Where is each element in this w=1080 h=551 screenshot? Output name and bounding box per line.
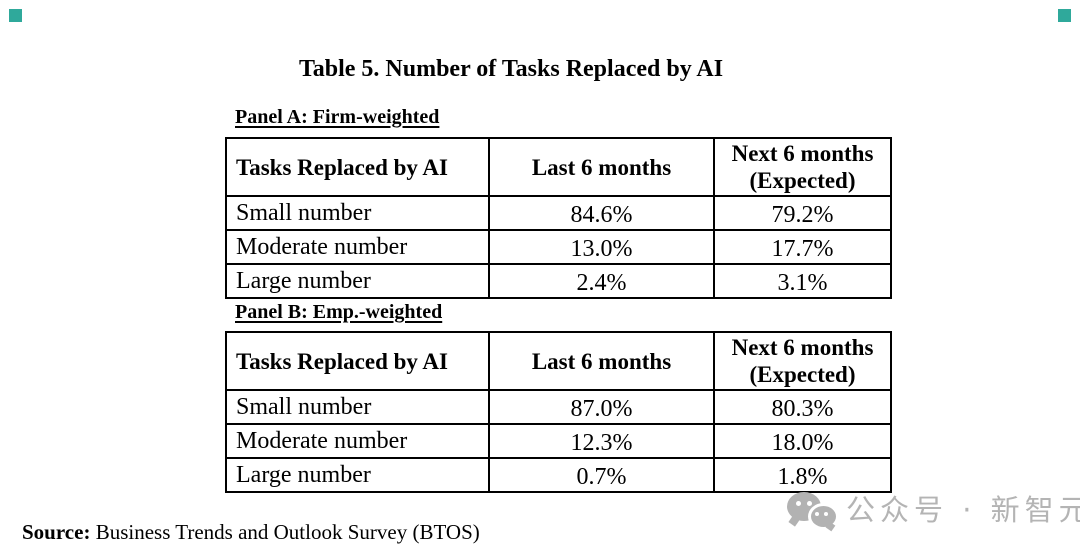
column-header-tasks: Tasks Replaced by AI bbox=[225, 137, 490, 197]
value-cell: 3.1% bbox=[713, 263, 892, 299]
column-header-last6: Last 6 months bbox=[488, 331, 715, 391]
watermark: 公众号 · 新智元 bbox=[786, 489, 1080, 531]
column-header-next6-line2: (Expected) bbox=[749, 168, 856, 193]
table-row: Small number 87.0% 80.3% bbox=[225, 389, 892, 425]
column-header-next6: Next 6 months (Expected) bbox=[713, 137, 892, 197]
wechat-bubble-eye bbox=[815, 512, 819, 516]
source-note: Source: Business Trends and Outlook Surv… bbox=[22, 519, 480, 545]
value-cell: 17.7% bbox=[713, 229, 892, 265]
table-row: Moderate number 13.0% 17.7% bbox=[225, 229, 892, 265]
table-row: Large number 0.7% 1.8% bbox=[225, 457, 892, 493]
row-label: Large number bbox=[225, 263, 490, 299]
column-header-next6: Next 6 months (Expected) bbox=[713, 331, 892, 391]
table-row: Moderate number 12.3% 18.0% bbox=[225, 423, 892, 459]
column-header-next6-line2: (Expected) bbox=[749, 362, 856, 387]
table-row: Small number 84.6% 79.2% bbox=[225, 195, 892, 231]
value-cell: 18.0% bbox=[713, 423, 892, 459]
value-cell: 0.7% bbox=[488, 457, 715, 493]
panel-a-heading: Panel A: Firm-weighted bbox=[235, 106, 440, 128]
row-label: Small number bbox=[225, 389, 490, 425]
wechat-bubble-eye bbox=[796, 501, 801, 506]
corner-mark-right bbox=[1058, 9, 1071, 22]
wechat-bubble-eye bbox=[824, 512, 828, 516]
panel-a-table: Tasks Replaced by AI Last 6 months Next … bbox=[225, 137, 892, 299]
value-cell: 2.4% bbox=[488, 263, 715, 299]
wechat-bubble-small bbox=[808, 503, 839, 530]
value-cell: 80.3% bbox=[713, 389, 892, 425]
watermark-text: 公众号 · 新智元 bbox=[846, 493, 1080, 527]
source-label: Source: bbox=[22, 520, 91, 544]
table-row: Large number 2.4% 3.1% bbox=[225, 263, 892, 299]
row-label: Moderate number bbox=[225, 229, 490, 265]
value-cell: 87.0% bbox=[488, 389, 715, 425]
value-cell: 13.0% bbox=[488, 229, 715, 265]
row-label: Moderate number bbox=[225, 423, 490, 459]
row-label: Small number bbox=[225, 195, 490, 231]
panel-b-heading: Panel B: Emp.-weighted bbox=[235, 301, 443, 323]
wechat-bubble-eye bbox=[807, 501, 812, 506]
column-header-last6: Last 6 months bbox=[488, 137, 715, 197]
row-label: Large number bbox=[225, 457, 490, 493]
source-text: Business Trends and Outlook Survey (BTOS… bbox=[90, 520, 480, 544]
wechat-icon bbox=[786, 489, 839, 531]
panel-b-table: Tasks Replaced by AI Last 6 months Next … bbox=[225, 331, 892, 493]
column-header-next6-line1: Next 6 months bbox=[731, 335, 874, 360]
value-cell: 12.3% bbox=[488, 423, 715, 459]
page-title: Table 5. Number of Tasks Replaced by AI bbox=[298, 56, 724, 82]
corner-mark-left bbox=[9, 9, 22, 22]
column-header-tasks: Tasks Replaced by AI bbox=[225, 331, 490, 391]
table-header-row: Tasks Replaced by AI Last 6 months Next … bbox=[225, 331, 892, 391]
value-cell: 84.6% bbox=[488, 195, 715, 231]
column-header-next6-line1: Next 6 months bbox=[731, 141, 874, 166]
value-cell: 79.2% bbox=[713, 195, 892, 231]
value-cell: 1.8% bbox=[713, 457, 892, 493]
table-header-row: Tasks Replaced by AI Last 6 months Next … bbox=[225, 137, 892, 197]
